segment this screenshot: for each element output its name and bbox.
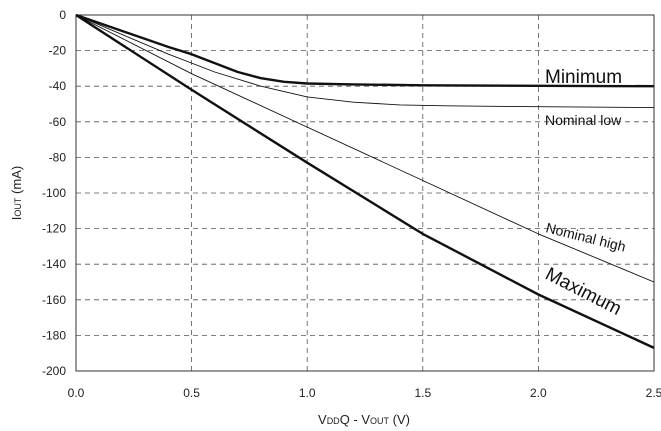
series-label-nominal-low: Nominal low [545,112,622,128]
x-axis: 0.0 0.5 1.0 1.5 2.0 2.5 [68,386,661,400]
series-label-maximum: Maximum [542,264,625,320]
series-group [75,13,655,349]
y-tick-label: -40 [49,79,67,93]
y-tick-label: -140 [42,257,66,271]
x-axis-title-part2: Q - V [340,412,371,427]
x-tick-label: 1.0 [299,386,316,400]
series-label-nominal-high: Nominal high [544,219,627,254]
x-axis-title-part3: (V) [389,412,410,427]
y-axis-title-part2: (mA) [9,166,24,198]
series-line-nominal-high [75,14,655,283]
plot-frame [75,14,655,372]
y-tick-label: -100 [42,186,66,200]
x-axis-title-sub1: DD [327,416,340,426]
x-axis-title-sub2: OUT [370,416,390,426]
x-tick-label: 1.5 [414,386,431,400]
series-label-minimum: Minimum [545,67,622,88]
y-tick-label: -60 [49,115,67,129]
y-axis: 0 -20 -40 -60 -80 -100 -120 -140 -160 -180 -200 [42,8,66,378]
series-line-nominal-low [75,14,655,109]
x-tick-label: 2.5 [646,386,661,400]
grid [75,14,655,372]
x-axis-title: VDDQ - VOUT (V) [318,412,410,427]
y-axis-title-part1: I [9,217,24,221]
y-tick-label: -20 [49,44,67,58]
y-tick-label: -200 [42,364,66,378]
x-tick-label: 2.0 [530,386,547,400]
y-axis-title-sub1: OUT [13,197,23,217]
series-line-maximum [75,13,655,349]
y-tick-label: -120 [42,222,66,236]
y-axis-title: IOUT (mA) [9,166,24,220]
x-tick-label: 0.0 [68,386,85,400]
y-tick-label: -180 [42,328,66,342]
y-tick-label: 0 [59,8,66,22]
x-axis-title-part1: V [318,412,327,427]
x-tick-label: 0.5 [183,386,200,400]
series-line-minimum [75,13,655,88]
y-tick-label: -160 [42,293,66,307]
y-tick-label: -80 [49,150,67,164]
